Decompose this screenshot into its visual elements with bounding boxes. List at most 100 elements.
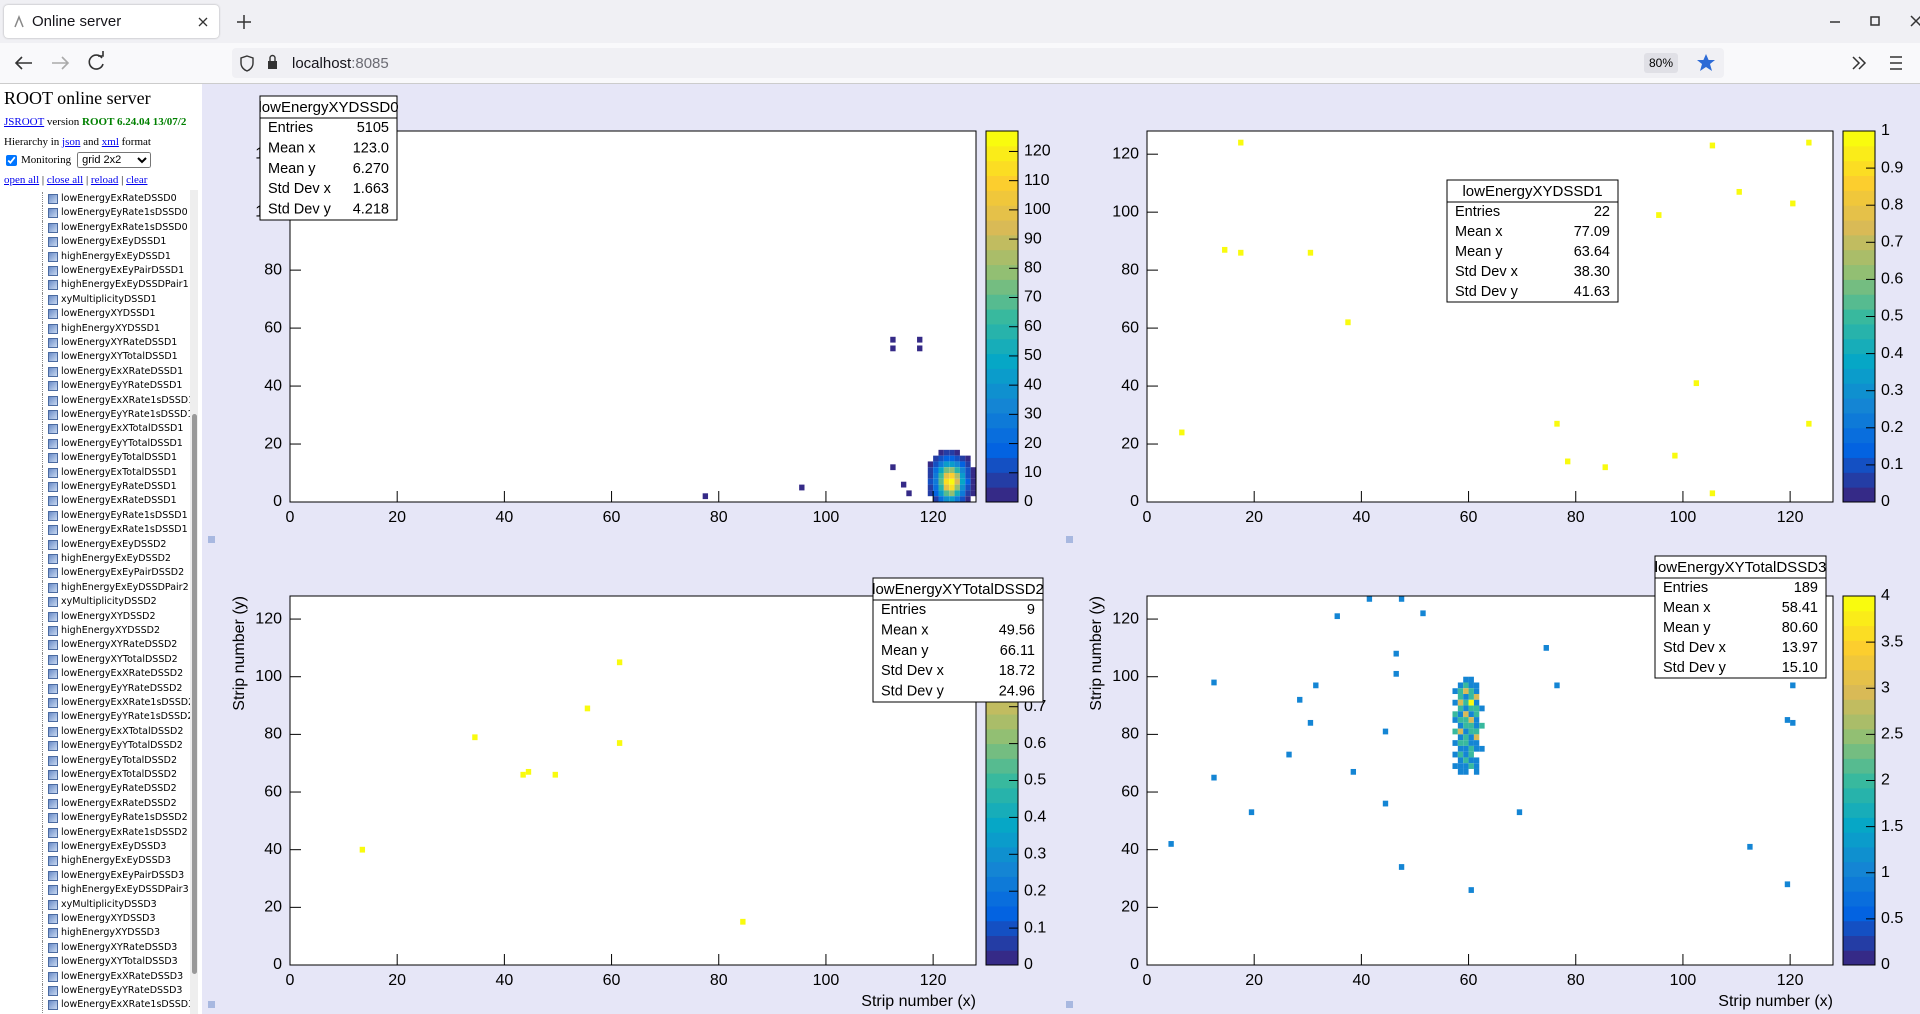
tree-item[interactable]: highEnergyExEyDSSD2 <box>61 553 171 564</box>
new-tab[interactable] <box>236 14 252 30</box>
tree-item[interactable]: lowEnergyExXTotalDSSD2 <box>61 725 184 737</box>
tree-item[interactable]: lowEnergyExXRate1sDSSD2 <box>61 697 190 708</box>
tree-item[interactable]: lowEnergyEyRateDSSD1 <box>61 481 177 492</box>
tree-item[interactable]: lowEnergyExEyPairDSSD1 <box>61 265 185 276</box>
tree-item[interactable]: highEnergyExEyDSSD1 <box>61 250 171 262</box>
tree-item[interactable]: lowEnergyXYTotalDSSD1 <box>61 351 178 363</box>
cell <box>949 496 955 502</box>
tree-item[interactable]: lowEnergyExXRateDSSD1 <box>61 365 184 377</box>
stats-title: lowEnergyXYTotalDSSD2 <box>872 581 1044 598</box>
cell <box>1602 464 1608 471</box>
toolbar-menu[interactable] <box>1840 43 1920 84</box>
open-all[interactable]: open all <box>4 174 40 186</box>
tree-item[interactable]: lowEnergyExEyDSSD3 <box>61 841 167 852</box>
tree-item[interactable]: lowEnergyExEyPairDSSD3 <box>61 869 185 881</box>
tree-item[interactable]: lowEnergyExEyDSSD1 <box>61 236 167 248</box>
tree-item[interactable]: lowEnergyEyTotalDSSD2 <box>61 754 178 766</box>
tree-item[interactable]: lowEnergyEyTotalDSSD1 <box>61 452 178 464</box>
tree-item[interactable]: lowEnergyXYTotalDSSD3 <box>61 956 178 968</box>
reload[interactable]: reload <box>90 174 119 186</box>
json-link[interactable]: json <box>62 136 81 148</box>
item-icon <box>48 957 58 968</box>
tree-item[interactable]: lowEnergyExXRateDSSD3 <box>61 970 184 982</box>
tree-item[interactable]: lowEnergyExRate1sDSSD0 <box>61 221 188 233</box>
stats-value: 189 <box>1794 580 1818 596</box>
tree-item[interactable]: lowEnergyXYDSSD3 <box>61 913 156 924</box>
browser-tab[interactable]: Online server <box>4 5 219 38</box>
palette-band <box>1843 817 1875 833</box>
palette-band <box>1843 640 1875 656</box>
tree-item[interactable]: lowEnergyEyYRateDSSD2 <box>61 682 183 694</box>
x-tick-label: 40 <box>495 972 513 989</box>
tab-close[interactable] <box>197 16 209 28</box>
tree-line <box>42 955 48 970</box>
tree-item[interactable]: lowEnergyEyYRateDSSD1 <box>61 380 183 392</box>
tree-item[interactable]: lowEnergyEyYRateDSSD3 <box>61 985 183 996</box>
tree-item[interactable]: lowEnergyExEyDSSD2 <box>61 538 167 550</box>
tree-item[interactable]: lowEnergyExXRate1sDSSD1 <box>61 394 190 406</box>
stats-value: 66.11 <box>1000 643 1035 659</box>
z-tick-label: 0.5 <box>1881 910 1903 927</box>
monitoring-checkbox[interactable] <box>6 154 17 166</box>
tree-item[interactable]: lowEnergyEyYTotalDSSD1 <box>61 437 183 449</box>
tree-item[interactable]: lowEnergyEyRate1sDSSD2 <box>61 812 188 824</box>
tree-item[interactable]: lowEnergyExXRate1sDSSD3 <box>61 999 190 1011</box>
bookmark-star[interactable] <box>1696 53 1716 73</box>
tree-item[interactable]: lowEnergyXYTotalDSSD2 <box>61 653 178 665</box>
tree-item[interactable]: lowEnergyExEyPairDSSD2 <box>61 567 185 579</box>
cell <box>1350 768 1357 775</box>
clear[interactable]: clear <box>126 174 148 186</box>
tree-item[interactable]: highEnergyExEyDSSDPair2 <box>61 581 189 593</box>
cell <box>938 496 944 502</box>
tree-item[interactable]: highEnergyExEyDSSDPair1 <box>61 279 189 291</box>
y-tick-label: 0 <box>1130 956 1139 973</box>
x-tick-label: 20 <box>388 509 406 526</box>
close-all[interactable]: close all <box>46 174 84 186</box>
tree-item[interactable]: lowEnergyExRateDSSD0 <box>61 193 177 204</box>
tree-item[interactable]: lowEnergyEyRate1sDSSD0 <box>61 207 188 219</box>
item-icon <box>48 366 58 377</box>
tree-item[interactable]: lowEnergyEyRate1sDSSD1 <box>61 509 188 521</box>
tree-item[interactable]: xyMultiplicityDSSD2 <box>61 596 157 608</box>
stats-box <box>872 577 1044 703</box>
y-tick-label: 120 <box>1112 145 1139 162</box>
palette-band <box>1843 294 1875 310</box>
tree-item[interactable]: lowEnergyExXRateDSSD2 <box>61 668 184 680</box>
tree-item[interactable]: lowEnergyExRateDSSD2 <box>61 797 177 809</box>
tree-item[interactable]: highEnergyExEyDSSDPair3 <box>61 884 189 896</box>
tree-item[interactable]: highEnergyXYDSSD3 <box>61 927 161 939</box>
tree-item[interactable]: lowEnergyExTotalDSSD2 <box>61 769 178 780</box>
palette-band <box>986 145 1018 162</box>
tree-item[interactable]: lowEnergyXYDSSD2 <box>61 610 156 622</box>
tree-item[interactable]: lowEnergyExXTotalDSSD1 <box>61 423 184 435</box>
zoom-level[interactable]: 80% <box>1643 53 1678 73</box>
tree-item[interactable]: xyMultiplicityDSSD3 <box>61 898 157 910</box>
tree-item[interactable]: lowEnergyExTotalDSSD1 <box>61 466 178 478</box>
tree-line <box>42 724 48 740</box>
layout-select[interactable]: grid 2x2 <box>77 152 152 168</box>
xml-link[interactable]: xml <box>101 136 119 148</box>
tree-item[interactable]: highEnergyXYDSSD2 <box>61 625 161 636</box>
tree-item[interactable]: xyMultiplicityDSSD1 <box>61 293 157 305</box>
x-axis-title: Strip number (x) <box>1718 993 1833 1010</box>
tree-item[interactable]: lowEnergyEyYTotalDSSD2 <box>61 740 183 752</box>
tree-item[interactable]: lowEnergyExRateDSSD1 <box>61 495 177 507</box>
tree-item[interactable]: highEnergyXYDSSD1 <box>61 322 161 334</box>
cell <box>1452 728 1458 735</box>
tree-item[interactable]: lowEnergyExRate1sDSSD1 <box>61 524 188 536</box>
tree-item[interactable]: lowEnergyEyYRate1sDSSD2 <box>61 711 190 723</box>
cell <box>1334 613 1340 620</box>
tree-item[interactable]: lowEnergyXYRateDSSD2 <box>61 639 178 651</box>
window-controls[interactable] <box>1820 12 1920 32</box>
tree-item[interactable]: lowEnergyEyRateDSSD2 <box>61 783 177 795</box>
url-bar[interactable]: localhost:8085 80% <box>232 48 1724 78</box>
tree-item[interactable]: lowEnergyExRate1sDSSD2 <box>61 826 188 838</box>
tree-item[interactable]: lowEnergyXYRateDSSD1 <box>61 337 178 348</box>
tree-item[interactable]: highEnergyExEyDSSD3 <box>61 855 171 867</box>
tree-item[interactable]: lowEnergyXYRateDSSD3 <box>61 941 178 953</box>
scroll-thumb[interactable] <box>192 414 197 974</box>
nav-buttons[interactable] <box>0 43 190 84</box>
tree-item[interactable]: lowEnergyXYDSSD1 <box>61 308 156 320</box>
jsroot-link[interactable]: JSROOT <box>4 116 45 128</box>
tree-item[interactable]: lowEnergyEyYRate1sDSSD1 <box>61 409 190 420</box>
